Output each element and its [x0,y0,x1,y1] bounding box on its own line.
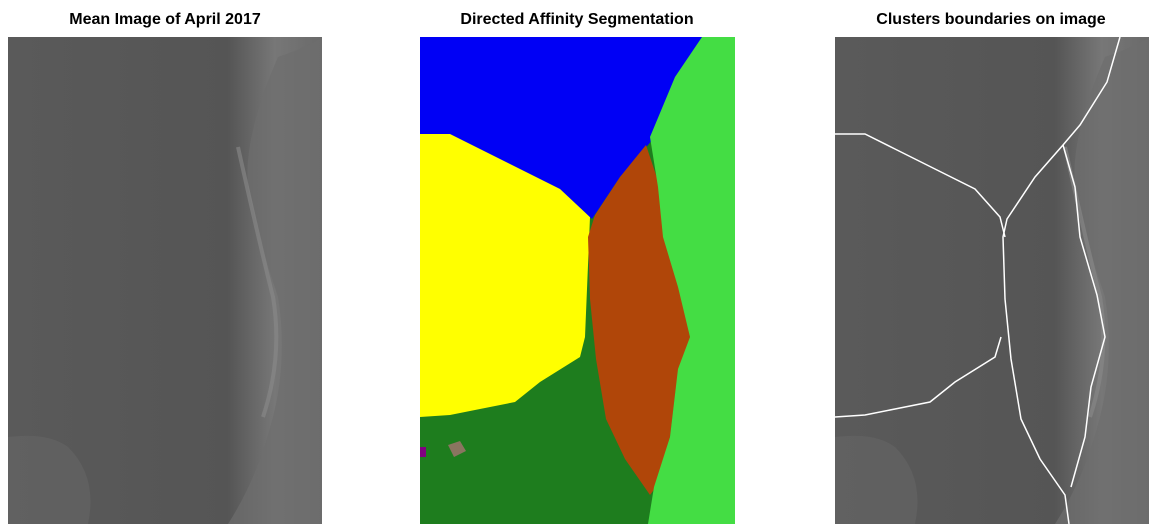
figure: Mean Image of April 2017 Directed Affini… [0,0,1155,524]
panel-title: Directed Affinity Segmentation [460,11,693,28]
boundary-image [835,37,1149,524]
panel-title: Mean Image of April 2017 [69,11,261,28]
mean-image [8,37,322,524]
segmentation-image [420,37,735,524]
panel-title: Clusters boundaries on image [876,11,1105,28]
